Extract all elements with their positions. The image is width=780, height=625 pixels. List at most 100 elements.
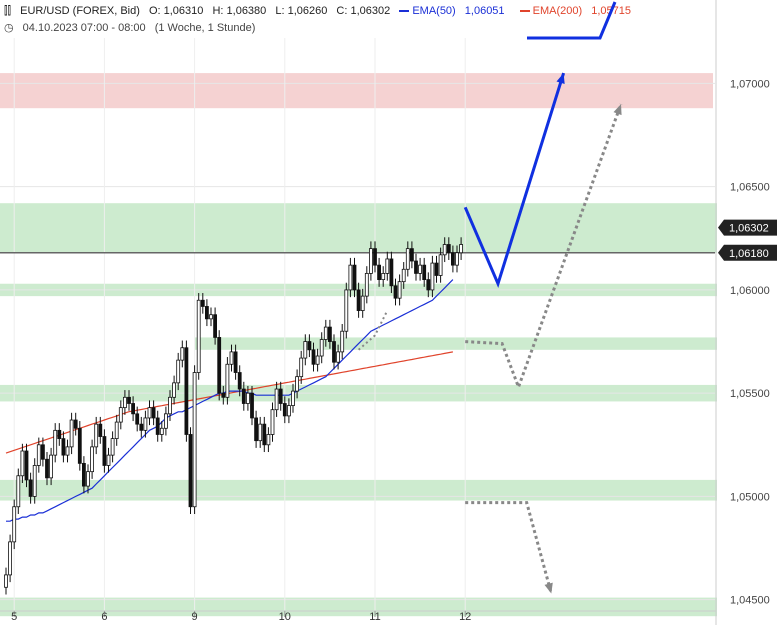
candle-body (24, 450, 29, 481)
candle-body (352, 264, 357, 291)
y-tick-label: 1,07000 (730, 78, 770, 90)
candle-body (196, 299, 201, 373)
candle-body (282, 403, 287, 417)
clock-icon: ◷ (4, 22, 14, 34)
candle-body (295, 376, 300, 392)
chart-subheader: ◷ 04.10.2023 07:00 - 08:00 (1 Woche, 1 S… (4, 21, 261, 34)
candle-body (393, 285, 398, 299)
candle-body (204, 306, 209, 320)
candle-body (20, 450, 25, 477)
chart-header: ⫿⫿ EUR/USD (FOREX, Bid) O: 1,06310 H: 1,… (4, 5, 643, 18)
high-value: H: 1,06380 (212, 5, 267, 17)
candle-body (360, 295, 365, 311)
candle-body (217, 337, 222, 394)
candle-body (168, 396, 172, 415)
candle-body (163, 413, 168, 429)
candle-body (373, 248, 377, 266)
candle-body (401, 268, 406, 283)
candle-body (364, 273, 369, 297)
candle-body (450, 252, 455, 266)
candle-body (274, 388, 279, 411)
y-tick-label: 1,04500 (730, 595, 770, 607)
open-value: O: 1,06310 (148, 5, 204, 17)
candle-body (307, 341, 312, 351)
price-tag-label: 1,06180 (729, 248, 769, 260)
candle-body (303, 341, 308, 359)
candle-body (323, 326, 328, 340)
candle-body (102, 436, 107, 466)
x-tick-label: 12 (459, 611, 471, 623)
candle-body (4, 574, 8, 588)
candle-body (32, 465, 37, 497)
price-tag-1 (718, 244, 777, 261)
candle-body (57, 429, 62, 440)
candle-body (135, 413, 140, 425)
candle-body (422, 264, 427, 281)
support-zone-2 (195, 337, 717, 350)
y-tick-label: 1,06000 (730, 285, 770, 297)
candle-body (381, 273, 386, 281)
support-zone-0 (0, 203, 717, 253)
candle-body (86, 471, 90, 487)
candle-body (291, 390, 295, 406)
candle-body (340, 330, 345, 353)
candle-body (61, 438, 66, 456)
candle-body (414, 260, 418, 274)
candle-body (127, 396, 131, 404)
candle-body (82, 462, 86, 487)
candle-body (65, 446, 70, 456)
candle-body (106, 454, 111, 466)
candle-body (385, 258, 390, 274)
candle-body (348, 264, 353, 291)
candle-body (389, 258, 394, 287)
x-tick-label: 9 (192, 611, 198, 623)
candle-body (241, 388, 246, 404)
candle-body (98, 423, 103, 437)
x-tick-label: 10 (279, 611, 291, 623)
ema200-label: EMA(200) (532, 5, 583, 17)
candle-body (180, 347, 185, 361)
projection-grey-down-arrow-head (544, 582, 553, 594)
candle-body (192, 372, 197, 508)
x-tick-label: 11 (369, 611, 380, 623)
ema50-legend[interactable]: EMA(50) 1,06051 (399, 5, 510, 17)
candle-body (200, 299, 205, 307)
candle-body (114, 421, 119, 440)
candle-body (12, 506, 17, 543)
candle-body (159, 427, 164, 435)
candle-body (278, 388, 283, 404)
candle-body (139, 423, 144, 431)
support-zone-4 (0, 479, 717, 501)
candle-body (397, 281, 402, 299)
price-tag-label: 1,06302 (729, 223, 769, 235)
resistance-zone-0 (0, 73, 713, 109)
y-tick-label: 1,05500 (730, 388, 770, 400)
candle-body (446, 244, 451, 254)
candle-body (426, 279, 431, 291)
y-tick-label: 1,06500 (730, 182, 770, 194)
candle-body (28, 479, 33, 497)
x-tick-label: 5 (11, 611, 17, 623)
candle-body (221, 392, 226, 398)
candle-body (131, 403, 136, 415)
candle-body (155, 417, 160, 435)
period-label: (1 Woche, 1 Stunde) (154, 22, 256, 34)
candle-body (368, 248, 373, 274)
ema50-value: 1,06051 (464, 5, 505, 17)
candle-body (438, 254, 443, 276)
candle-body (188, 434, 193, 508)
projection-grey-small (357, 310, 389, 351)
candle-body (430, 262, 435, 291)
projection-blue-arrow-head (556, 73, 565, 85)
candle-body (45, 458, 49, 479)
candle-body (233, 351, 238, 373)
candle-body (250, 392, 254, 419)
candle-body (36, 444, 41, 466)
candle-body (299, 357, 304, 378)
candle-body (327, 326, 332, 342)
candle-body (356, 289, 361, 311)
candle-body (442, 244, 447, 256)
ema50-label: EMA(50) (412, 5, 456, 17)
projection-grey-up-arrow-head (613, 104, 622, 116)
